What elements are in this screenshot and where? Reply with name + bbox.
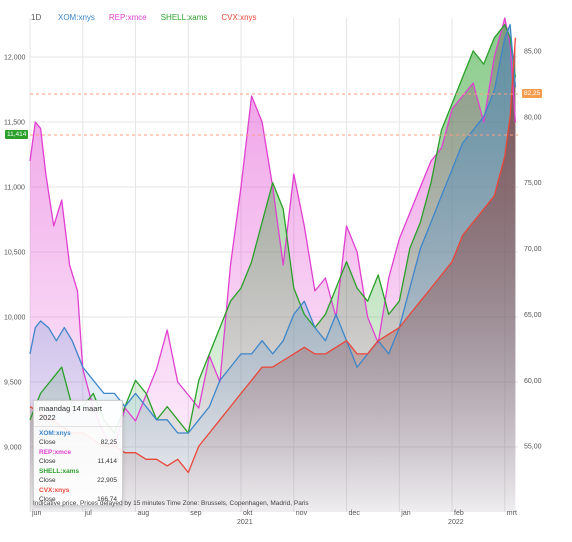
left-axis-tick: 11,000	[4, 185, 25, 192]
left-axis-tick: 12,000	[4, 55, 26, 62]
right-axis-tick: 65,00	[524, 312, 542, 319]
series-area-cvx	[30, 37, 516, 513]
x-axis-tick: dec	[349, 510, 361, 517]
series-areas	[30, 18, 516, 513]
legend-item-shell[interactable]: SHELL:xams	[160, 13, 208, 22]
tooltip-close-label: Close	[39, 439, 56, 446]
legend-item-cvx[interactable]: CVX:xnys	[221, 13, 257, 22]
x-axis-tick: jan	[400, 510, 410, 517]
crosshair-tooltip: maandag 14 maart 2022 XOM:xnys Close 82,…	[33, 400, 123, 506]
x-axis-tick: nov	[296, 510, 308, 517]
tooltip-close-label: Close	[39, 458, 56, 465]
left-price-tag: 11,414	[5, 130, 29, 139]
tooltip-date: maandag 14 maart 2022	[34, 401, 122, 427]
interval-label[interactable]: 1D	[31, 13, 42, 22]
right-axis-tick: 60,00	[524, 378, 542, 385]
tooltip-close-value: 11,414	[97, 458, 117, 465]
tooltip-close-value: 82,25	[100, 439, 117, 446]
tooltip-symbol-shell: SHELL:xams	[39, 468, 80, 475]
right-axis-tick: 75,00	[524, 180, 542, 187]
x-axis: jun jul aug sep okt nov dec jan feb mrt 2021 2022	[31, 510, 517, 526]
series-line-xom	[29, 23, 517, 434]
tooltip-close-value: 22,905	[97, 477, 117, 484]
x-axis-tick: jun	[31, 510, 41, 517]
right-axis-tick: 70,00	[524, 246, 542, 253]
x-axis-tick: jul	[84, 510, 92, 517]
legend-item-xom[interactable]: XOM:xnys	[58, 13, 95, 22]
tooltip-symbol-xom: XOM:xnys	[39, 430, 71, 437]
tooltip-row-shell: Close 22,905	[34, 475, 122, 484]
tooltip-row-rep: Close 11,414	[34, 456, 122, 465]
left-axis-tick: 10,500	[4, 250, 26, 257]
right-axis-tick: 55,00	[524, 444, 542, 451]
x-axis-year-label: 2022	[448, 519, 464, 526]
left-axis-tick: 11,500	[4, 120, 25, 127]
x-axis-year-label: 2021	[237, 519, 253, 526]
x-axis-tick: mrt	[507, 510, 517, 517]
tooltip-symbol-cvx: CVX:xnys	[39, 487, 70, 494]
left-axis-tick: 9,000	[4, 445, 22, 452]
x-axis-tick: okt	[243, 510, 252, 517]
tooltip-close-label: Close	[39, 477, 56, 484]
tooltip-row-xom: Close 82,25	[34, 437, 122, 446]
right-axis-tick: 85,00	[524, 48, 542, 55]
legend: XOM:xnys REP:xmce SHELL:xams CVX:xnys	[58, 13, 257, 22]
left-axis-tick: 9,500	[4, 380, 22, 387]
x-axis-tick: feb	[454, 510, 464, 517]
right-axis: 55,00 60,00 65,00 70,00 75,00 80,00 85,00	[524, 48, 542, 450]
series-line-rep	[29, 17, 517, 448]
right-price-tag: 82,25	[522, 89, 543, 98]
tooltip-row-cvx: Close 166,74	[34, 494, 122, 503]
left-axis: 9,000 9,500 10,000 10,500 11,000 11,500 12,000	[4, 55, 26, 452]
x-axis-tick: aug	[138, 510, 150, 517]
footer-note: Indicative price. Prices delayed by 15 m…	[33, 500, 309, 507]
tooltip-close-value: 166,74	[97, 496, 117, 503]
left-axis-tick: 10,000	[4, 315, 26, 322]
right-axis-tick: 80,00	[524, 114, 542, 121]
tooltip-symbol-rep: REP:xmce	[39, 449, 72, 456]
legend-item-rep[interactable]: REP:xmce	[108, 13, 147, 22]
tooltip-close-label: Close	[39, 496, 56, 503]
x-axis-tick: sep	[190, 510, 201, 517]
